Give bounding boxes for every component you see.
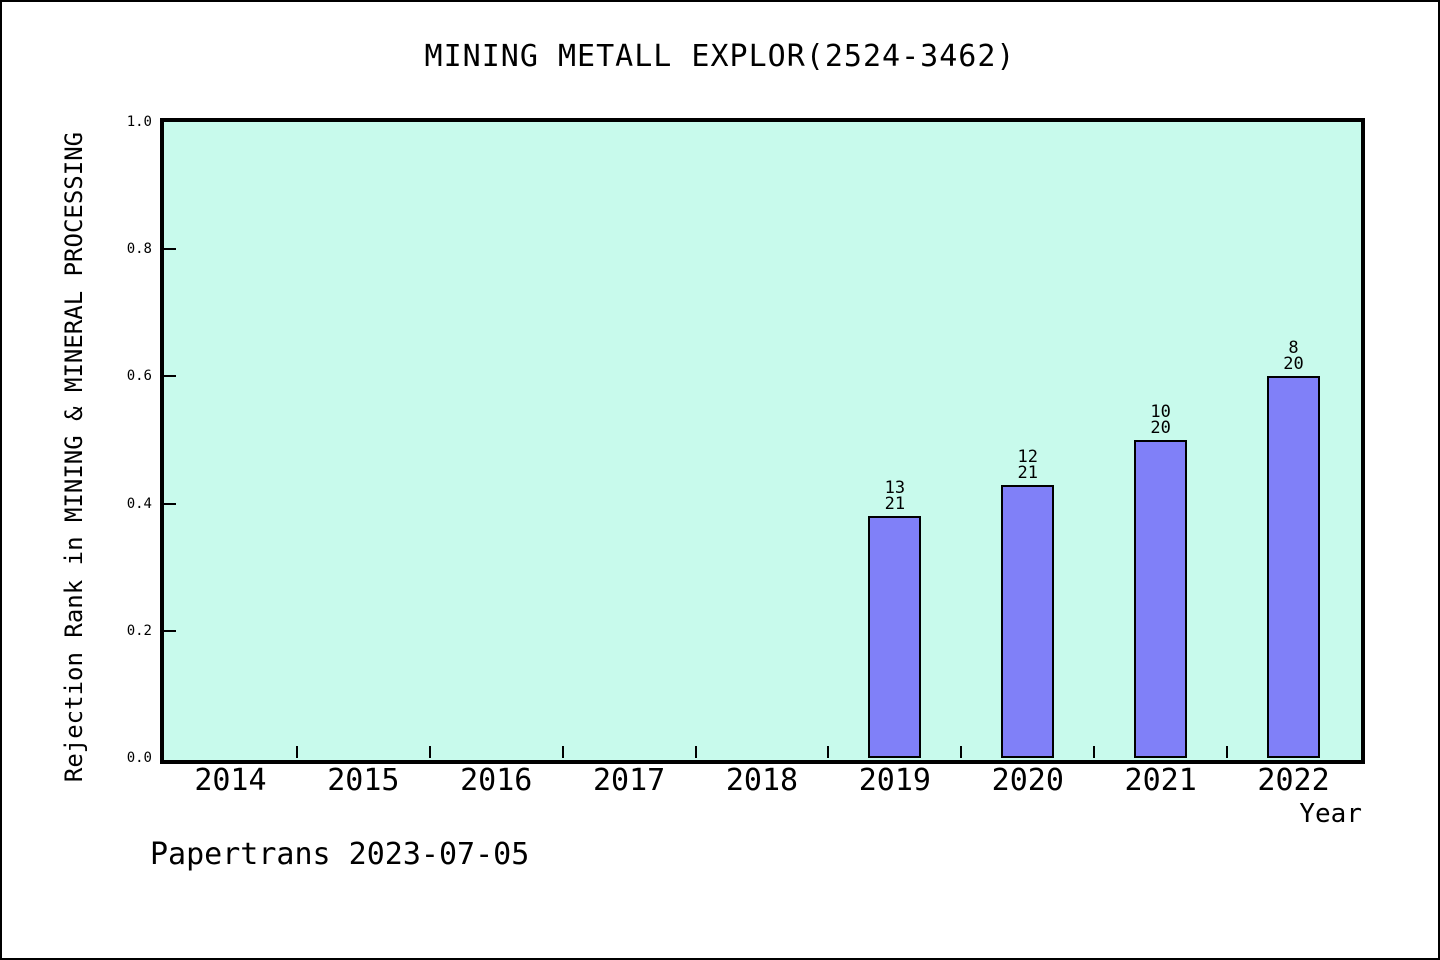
y-tick-label: 0.6 [126, 368, 152, 385]
bar-annotation: 12 21 [1017, 447, 1038, 484]
bar [1134, 440, 1188, 758]
watermark-text: Papertrans 2023-07-05 [150, 837, 530, 872]
x-tick-label: 2014 [194, 763, 267, 798]
y-tick-mark [164, 502, 176, 505]
bar [1001, 485, 1055, 758]
chart-title: MINING METALL EXPLOR(2524-3462) [424, 39, 1016, 74]
x-tick-label: 2017 [592, 763, 666, 798]
bar-annotation: 10 20 [1150, 402, 1171, 438]
y-tick-label: 0.8 [126, 241, 152, 258]
x-tick-mark [295, 746, 298, 758]
bar [1267, 376, 1321, 758]
x-tick-label: 2015 [327, 763, 400, 798]
x-tick-label: 2019 [858, 763, 931, 798]
y-tick-label: 0.2 [126, 622, 152, 639]
x-tick-mark [1093, 746, 1096, 758]
x-tick-mark [428, 746, 431, 758]
y-tick-mark [164, 629, 176, 632]
x-tick-label: 2021 [1124, 763, 1197, 798]
y-axis-label: Rejection Rank in MINING & MINERAL PROCE… [60, 131, 88, 783]
x-tick-label: 2022 [1257, 763, 1330, 798]
x-tick-label: 2018 [725, 763, 799, 798]
x-axis-label: Year [1299, 799, 1362, 829]
bar-annotation: 13 21 [884, 477, 906, 514]
bar [868, 515, 922, 758]
bar-annotation: 8 20 [1283, 338, 1304, 375]
y-tick-mark [164, 375, 176, 378]
y-tick-label: 1.0 [126, 114, 152, 130]
x-tick-mark [1226, 746, 1229, 758]
x-tick-mark [561, 746, 564, 758]
x-tick-mark [960, 746, 963, 758]
x-tick-mark [827, 746, 830, 758]
y-tick-label: 0.0 [126, 750, 152, 766]
y-tick-mark [164, 248, 176, 251]
x-tick-label: 2020 [991, 763, 1064, 798]
x-tick-label: 2016 [460, 763, 533, 798]
x-tick-mark [694, 746, 697, 758]
y-tick-label: 0.4 [126, 495, 152, 512]
